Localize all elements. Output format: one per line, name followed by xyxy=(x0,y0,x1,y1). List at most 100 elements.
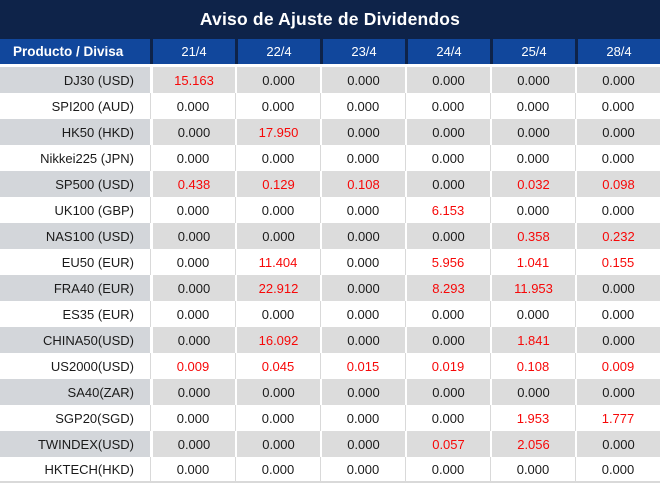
value-cell: 0.000 xyxy=(575,93,660,119)
product-cell: US2000(USD) xyxy=(50,358,134,374)
value-cell: 0.000 xyxy=(150,431,235,457)
table-row: SPI200 (AUD) 0.000 0.000 0.000 0.000 0.000 0.0… xyxy=(0,93,660,119)
value-cell: 0.000 xyxy=(575,119,660,145)
value-cell: 0.000 xyxy=(235,223,320,249)
value-cell: 0.000 xyxy=(405,67,490,93)
value-cell: 0.000 xyxy=(490,301,575,327)
value-cell: 1.953 xyxy=(490,405,575,431)
product-cell: HKTECH(HKD) xyxy=(44,461,134,477)
table-row: EU50 (EUR) 0.000 11.404 0.000 5.956 1.041 0.15… xyxy=(0,249,660,275)
value-cell: 0.000 xyxy=(405,145,490,171)
value-cell: 16.092 xyxy=(235,327,320,353)
table-body: DJ30 (USD) 15.163 0.000 0.000 0.000 0.000 0.00… xyxy=(0,67,660,483)
table-row: ES35 (EUR) 0.000 0.000 0.000 0.000 0.000 0.000 xyxy=(0,301,660,327)
value-cell: 0.155 xyxy=(575,249,660,275)
product-cell: FRA40 (EUR) xyxy=(0,275,150,301)
value-cell: 0.015 xyxy=(320,353,405,379)
value-cell: 0.000 xyxy=(320,145,405,171)
product-cell: CHINA50(USD) xyxy=(0,327,150,353)
value-cell: 0.000 xyxy=(405,301,490,327)
value-cell: 0.000 xyxy=(575,431,660,457)
value-cell: 0.232 xyxy=(575,223,660,249)
table-row: UK100 (GBP) 0.000 0.000 0.000 6.153 0.000 0.00… xyxy=(0,197,660,223)
value-cell: 0.000 xyxy=(150,119,235,145)
value-cell: 0.009 xyxy=(150,353,235,379)
table-row: DJ30 (USD) 15.163 0.000 0.000 0.000 0.000 0.00… xyxy=(0,67,660,93)
value-cell: 0.108 xyxy=(320,171,405,197)
column-header-date: 24/4 xyxy=(405,39,490,64)
value-cell: 0.000 xyxy=(320,327,405,353)
value-cell: 0.000 xyxy=(150,457,235,481)
product-cell: Nikkei225 (JPN) xyxy=(40,150,134,166)
table-header-row: Producto / Divisa 21/4 22/4 23/4 24/4 25/4 28… xyxy=(0,39,660,67)
value-cell: 0.000 xyxy=(490,93,575,119)
value-cell: 0.000 xyxy=(235,67,320,93)
value-cell: 0.000 xyxy=(490,67,575,93)
table-row: Nikkei225 (JPN) 0.000 0.000 0.000 0.000 0.000… xyxy=(0,145,660,171)
value-cell: 1.041 xyxy=(490,249,575,275)
value-cell: 0.000 xyxy=(235,145,320,171)
value-cell: 0.000 xyxy=(575,197,660,223)
table-row: US2000(USD) 0.009 0.045 0.015 0.019 0.108 0.00… xyxy=(0,353,660,379)
product-cell: UK100 (GBP) xyxy=(54,202,134,218)
value-cell: 0.000 xyxy=(405,119,490,145)
product-cell: TWINDEX(USD) xyxy=(0,431,150,457)
table-row: TWINDEX(USD) 0.000 0.000 0.000 0.057 2.056 0.0… xyxy=(0,431,660,457)
value-cell: 11.953 xyxy=(490,275,575,301)
value-cell: 0.000 xyxy=(150,93,235,119)
value-cell: 1.841 xyxy=(490,327,575,353)
page-title: Aviso de Ajuste de Dividendos xyxy=(0,0,660,39)
value-cell: 0.000 xyxy=(405,171,490,197)
table-row: SP500 (USD) 0.438 0.129 0.108 0.000 0.032 0.09… xyxy=(0,171,660,197)
value-cell: 2.056 xyxy=(490,431,575,457)
value-cell: 0.000 xyxy=(405,405,490,431)
value-cell: 0.000 xyxy=(150,275,235,301)
value-cell: 0.000 xyxy=(320,431,405,457)
value-cell: 0.000 xyxy=(320,405,405,431)
value-cell: 0.000 xyxy=(320,197,405,223)
value-cell: 0.000 xyxy=(235,197,320,223)
value-cell: 0.000 xyxy=(150,405,235,431)
value-cell: 0.000 xyxy=(235,93,320,119)
value-cell: 0.000 xyxy=(490,145,575,171)
value-cell: 5.956 xyxy=(405,249,490,275)
value-cell: 0.009 xyxy=(575,353,660,379)
value-cell: 0.057 xyxy=(405,431,490,457)
table-row: SGP20(SGD) 0.000 0.000 0.000 0.000 1.953 1.777 xyxy=(0,405,660,431)
value-cell: 0.000 xyxy=(575,145,660,171)
value-cell: 0.045 xyxy=(235,353,320,379)
value-cell: 0.000 xyxy=(405,457,490,481)
product-cell: EU50 (EUR) xyxy=(61,254,134,270)
value-cell: 1.777 xyxy=(575,405,660,431)
product-cell: SPI200 (AUD) xyxy=(51,98,134,114)
value-cell: 6.153 xyxy=(405,197,490,223)
value-cell: 0.000 xyxy=(490,119,575,145)
column-header-date: 22/4 xyxy=(235,39,320,64)
value-cell: 0.000 xyxy=(405,379,490,405)
value-cell: 0.000 xyxy=(320,93,405,119)
value-cell: 0.098 xyxy=(575,171,660,197)
value-cell: 0.108 xyxy=(490,353,575,379)
value-cell: 0.000 xyxy=(150,223,235,249)
column-header-date: 25/4 xyxy=(490,39,575,64)
value-cell: 0.000 xyxy=(150,249,235,275)
value-cell: 0.019 xyxy=(405,353,490,379)
value-cell: 0.000 xyxy=(150,145,235,171)
value-cell: 0.129 xyxy=(235,171,320,197)
value-cell: 0.000 xyxy=(490,457,575,481)
value-cell: 8.293 xyxy=(405,275,490,301)
value-cell: 0.000 xyxy=(235,457,320,481)
table-row: NAS100 (USD) 0.000 0.000 0.000 0.000 0.358 0.2… xyxy=(0,223,660,249)
value-cell: 0.000 xyxy=(405,223,490,249)
table-row: SA40(ZAR) 0.000 0.000 0.000 0.000 0.000 0.000 xyxy=(0,379,660,405)
value-cell: 0.000 xyxy=(405,327,490,353)
value-cell: 0.000 xyxy=(575,457,660,481)
value-cell: 0.000 xyxy=(235,431,320,457)
value-cell: 0.000 xyxy=(575,327,660,353)
value-cell: 15.163 xyxy=(150,67,235,93)
value-cell: 0.000 xyxy=(575,301,660,327)
value-cell: 0.000 xyxy=(405,93,490,119)
value-cell: 0.000 xyxy=(150,327,235,353)
value-cell: 0.000 xyxy=(320,457,405,481)
